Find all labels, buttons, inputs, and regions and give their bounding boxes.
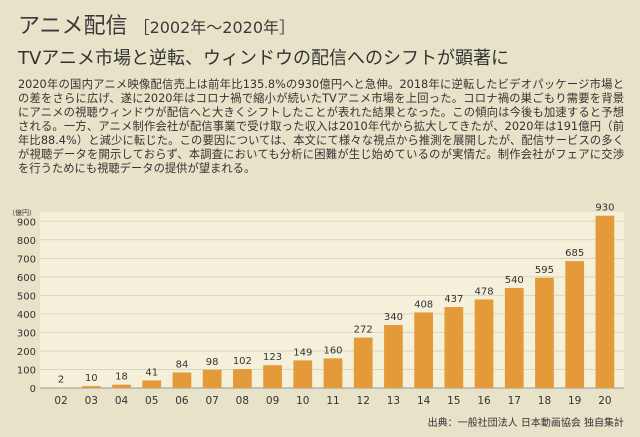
bar bbox=[353, 337, 373, 388]
bar bbox=[474, 299, 494, 388]
bar-value-label: 930 bbox=[595, 203, 614, 214]
y-tick-label: 100 bbox=[17, 365, 36, 376]
bar-value-label: 160 bbox=[323, 345, 342, 356]
y-tick-label: 300 bbox=[17, 328, 36, 339]
bar bbox=[81, 386, 101, 388]
bar-value-label: 2 bbox=[58, 375, 64, 386]
bar bbox=[172, 372, 192, 388]
bar-value-label: 123 bbox=[263, 352, 282, 363]
y-tick-label: 900 bbox=[17, 217, 36, 228]
x-tick-label: 03 bbox=[85, 395, 98, 407]
bar bbox=[293, 360, 313, 388]
bar bbox=[323, 358, 343, 388]
bar-value-label: 41 bbox=[145, 367, 158, 378]
bar-value-label: 98 bbox=[206, 357, 219, 368]
x-tick-label: 02 bbox=[54, 395, 67, 407]
bar bbox=[414, 312, 433, 388]
bar bbox=[112, 384, 131, 388]
x-tick-label: 18 bbox=[538, 395, 551, 407]
body-paragraph: 2020年の国内アニメ映像配信売上は前年比135.8%の930億円へと急伸。20… bbox=[18, 78, 624, 175]
title-range: ［2002年〜2020年］ bbox=[133, 18, 296, 37]
bar bbox=[202, 369, 222, 388]
x-tick-label: 11 bbox=[326, 395, 339, 407]
page-subtitle: TVアニメ市場と逆転、ウィンドウの配信へのシフトが顕著に bbox=[18, 48, 509, 69]
page-title: アニメ配信 bbox=[18, 14, 128, 39]
x-tick-label: 09 bbox=[266, 395, 279, 407]
x-tick-label: 10 bbox=[296, 395, 309, 407]
y-tick-label: 600 bbox=[17, 273, 36, 284]
x-tick-label: 15 bbox=[447, 395, 460, 407]
x-tick-label: 16 bbox=[477, 395, 491, 407]
x-tick-label: 12 bbox=[357, 395, 370, 407]
bar-value-label: 408 bbox=[414, 299, 433, 310]
bar-value-label: 18 bbox=[115, 372, 128, 383]
y-tick-label: 800 bbox=[17, 236, 36, 247]
bar-value-label: 437 bbox=[444, 294, 463, 305]
x-tick-label: 17 bbox=[508, 395, 521, 407]
bar-value-label: 685 bbox=[565, 248, 584, 259]
bar bbox=[263, 365, 282, 388]
bar-value-label: 340 bbox=[384, 312, 403, 323]
bar bbox=[233, 369, 252, 388]
bar-value-label: 272 bbox=[354, 325, 373, 336]
x-tick-label: 13 bbox=[387, 395, 400, 407]
bar-value-label: 84 bbox=[176, 359, 189, 370]
bar bbox=[142, 380, 162, 388]
x-tick-label: 05 bbox=[145, 395, 158, 407]
x-tick-label: 07 bbox=[205, 395, 218, 407]
bar bbox=[444, 307, 464, 388]
bar bbox=[565, 261, 585, 388]
x-tick-label: 04 bbox=[115, 395, 129, 407]
bar-value-label: 478 bbox=[475, 286, 494, 297]
x-tick-label: 08 bbox=[236, 395, 249, 407]
source-note: 出典：一般社団法人 日本動画協会 独自集計 bbox=[427, 418, 624, 429]
bar bbox=[504, 287, 524, 388]
x-tick-label: 06 bbox=[175, 395, 189, 407]
x-tick-label: 19 bbox=[568, 395, 581, 407]
bar-value-label: 540 bbox=[505, 275, 524, 286]
bar-value-label: 595 bbox=[535, 265, 554, 276]
bar-value-label: 102 bbox=[233, 356, 252, 367]
y-unit-label: （億円） bbox=[8, 208, 36, 217]
y-tick-label: 500 bbox=[17, 291, 36, 302]
y-tick-label: 200 bbox=[17, 347, 36, 358]
bar-value-label: 149 bbox=[293, 347, 312, 358]
bar bbox=[595, 215, 615, 388]
x-tick-label: 14 bbox=[417, 395, 431, 407]
y-tick-label: 400 bbox=[17, 310, 36, 321]
bar bbox=[535, 277, 554, 388]
y-tick-label: 700 bbox=[17, 254, 36, 265]
title-row: アニメ配信 ［2002年〜2020年］ bbox=[18, 8, 295, 40]
y-tick-label: 0 bbox=[30, 384, 36, 395]
bar bbox=[384, 325, 403, 388]
x-tick-label: 20 bbox=[598, 395, 611, 407]
bar-value-label: 10 bbox=[85, 373, 98, 384]
